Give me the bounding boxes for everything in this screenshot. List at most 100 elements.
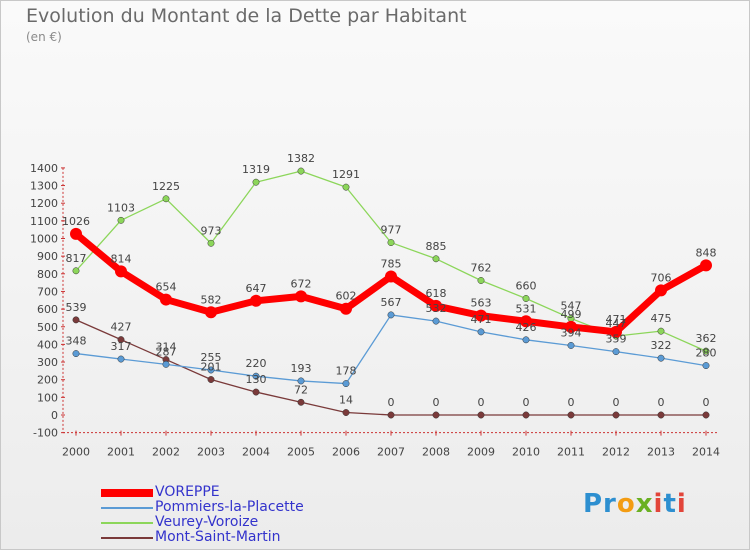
data-label: 255	[201, 351, 222, 364]
legend-swatch	[101, 536, 153, 539]
x-tick-label: 2000	[62, 446, 90, 459]
legend: VOREPPE Pommiers-la-Placette Veurey-Voroiz…	[101, 485, 304, 545]
x-tick-label: 2010	[512, 446, 540, 459]
data-label: 394	[561, 326, 582, 339]
data-point	[250, 294, 262, 307]
logo-part: i	[676, 489, 687, 519]
legend-label: Mont-Saint-Martin	[155, 529, 281, 545]
data-label: 475	[651, 312, 672, 325]
data-label: 785	[381, 257, 402, 270]
data-point	[567, 411, 575, 419]
y-tick-label: 400	[37, 338, 58, 351]
legend-item: Pommiers-la-Placette	[101, 500, 304, 515]
data-point	[432, 255, 440, 263]
legend-item: Mont-Saint-Martin	[101, 530, 304, 545]
logo-part: t	[663, 489, 677, 519]
data-point	[522, 336, 530, 344]
data-point	[295, 290, 307, 303]
data-point	[520, 315, 532, 328]
data-point	[207, 376, 215, 383]
y-tick-label: 1000	[30, 233, 58, 246]
data-label: 602	[336, 290, 357, 303]
data-point	[522, 411, 530, 419]
data-label: 499	[561, 308, 582, 321]
x-tick-label: 2008	[422, 446, 450, 459]
data-label: 427	[111, 321, 132, 334]
legend-label: VOREPPE	[155, 484, 220, 500]
data-point	[612, 348, 620, 356]
data-point	[72, 316, 80, 324]
x-tick-label: 2006	[332, 446, 360, 459]
data-point	[297, 377, 305, 385]
data-point	[297, 167, 305, 175]
data-label: 447	[606, 317, 627, 330]
data-label: 762	[471, 262, 492, 275]
x-tick-label: 2005	[287, 446, 315, 459]
data-label: 539	[66, 301, 87, 314]
data-point	[387, 239, 395, 247]
data-point	[702, 347, 710, 355]
data-label: 0	[433, 396, 440, 409]
data-label: 1225	[152, 180, 180, 193]
data-label: 362	[696, 332, 717, 345]
data-label: 660	[516, 280, 537, 293]
data-label: 647	[246, 282, 267, 295]
data-point	[430, 299, 442, 312]
data-point	[702, 411, 710, 419]
data-point	[72, 267, 80, 275]
data-point	[205, 306, 217, 319]
data-point	[385, 270, 397, 283]
data-point	[297, 398, 305, 406]
y-tick-label: 1100	[30, 215, 58, 228]
data-label: 814	[111, 252, 132, 265]
logo-part: Pr	[583, 489, 617, 519]
x-tick-label: 2013	[647, 446, 675, 459]
data-label: 531	[516, 302, 537, 315]
x-tick-label: 2012	[602, 446, 630, 459]
y-tick-label: 200	[37, 374, 58, 387]
data-point	[657, 327, 665, 335]
proxiti-logo: Proxiti	[583, 489, 687, 519]
data-point	[477, 277, 485, 284]
data-point	[477, 411, 485, 419]
data-point	[610, 325, 622, 338]
y-tick-label: 500	[37, 321, 58, 334]
data-point	[657, 411, 665, 419]
data-label: 654	[156, 281, 177, 294]
data-label: 582	[201, 293, 222, 306]
data-point	[522, 295, 530, 302]
legend-item: Veurey-Voroize	[101, 515, 304, 530]
data-label: 1319	[242, 163, 270, 176]
data-point	[207, 239, 215, 247]
logo-part: o	[616, 489, 636, 519]
y-tick-label: 0	[51, 409, 58, 422]
y-tick-label: 900	[37, 250, 58, 263]
data-label: 14	[339, 394, 353, 407]
data-label: 0	[478, 396, 485, 409]
x-tick-label: 2001	[107, 446, 135, 459]
data-point	[115, 265, 127, 278]
y-tick-label: 800	[37, 268, 58, 281]
data-label: 287	[156, 345, 177, 358]
data-point	[72, 350, 80, 358]
data-label: 848	[696, 246, 717, 259]
data-label: 280	[696, 347, 717, 360]
data-label: 0	[523, 396, 530, 409]
data-point	[252, 372, 260, 380]
logo-part: x	[635, 489, 654, 519]
data-point	[162, 195, 170, 203]
legend-label: Pommiers-la-Placette	[155, 499, 304, 515]
data-label: 973	[201, 224, 222, 237]
data-label: 977	[381, 224, 402, 237]
legend-label: Veurey-Voroize	[155, 514, 259, 530]
y-tick-label: 300	[37, 356, 58, 369]
data-label: 0	[568, 396, 575, 409]
data-point	[700, 259, 712, 272]
x-tick-label: 2003	[197, 446, 225, 459]
data-point	[567, 342, 575, 349]
legend-item: VOREPPE	[101, 485, 304, 500]
data-point	[432, 411, 440, 419]
chart-title: Evolution du Montant de la Dette par Hab…	[26, 5, 467, 27]
